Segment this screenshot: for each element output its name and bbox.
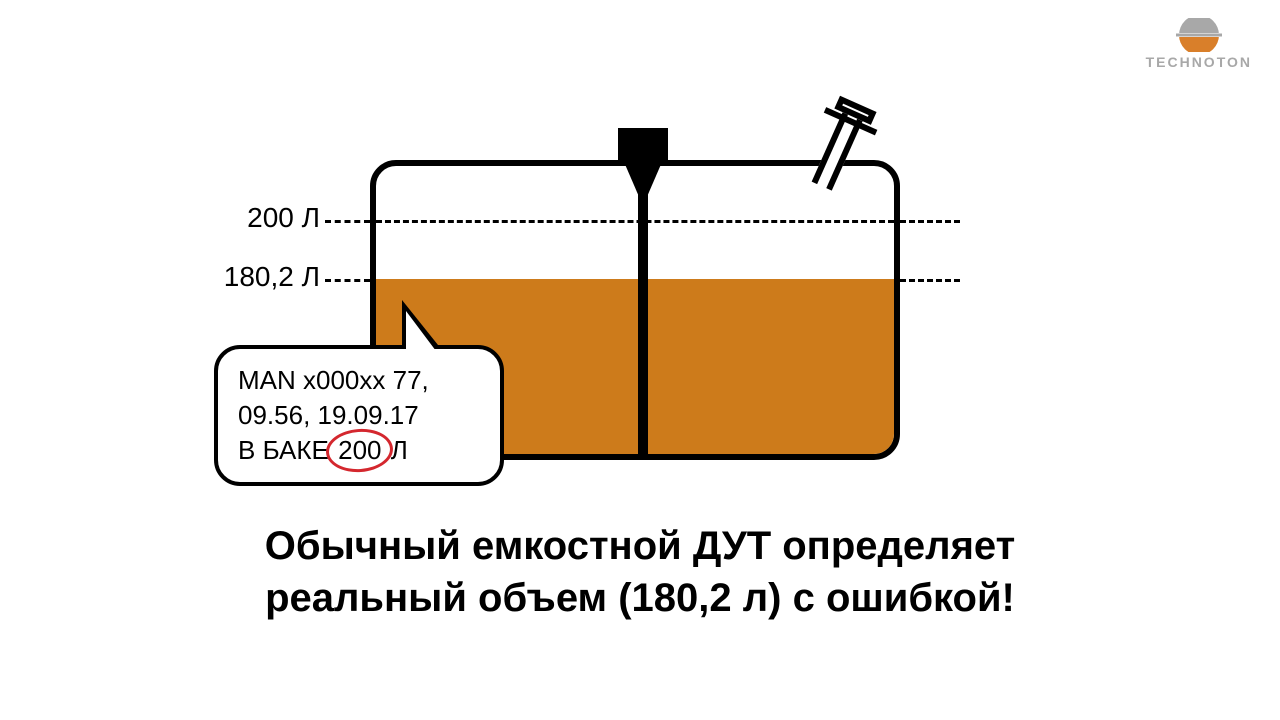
callout-circled-value: 200 (336, 433, 383, 468)
dash-line-actual-left (325, 279, 370, 282)
brand-mark-icon (1172, 18, 1226, 52)
brand-logo: TECHNOTON (1146, 18, 1252, 70)
caption-line-2: реальный объем (180,2 л) с ошибкой! (60, 572, 1220, 624)
callout-line3-suffix: Л (384, 435, 408, 465)
dash-line-actual-right (900, 279, 960, 282)
sensor-probe-icon (638, 162, 648, 458)
dash-line-full-left (325, 220, 370, 223)
callout-line-3: В БАКЕ 200 Л (238, 433, 480, 468)
sensor-cap-icon (618, 128, 668, 162)
level-label-actual: 180,2 Л (170, 261, 320, 293)
caption-line-1: Обычный емкостной ДУТ определяет (60, 520, 1220, 572)
callout-line-1: MAN x000xx 77, (238, 363, 480, 398)
callout-line-2: 09.56, 19.09.17 (238, 398, 480, 433)
dash-line-full-right (900, 220, 960, 223)
callout-pointer-fill (406, 311, 442, 359)
diagram-stage: TECHNOTON 200 Л 180,2 Л MAN x000xx 77, 0… (0, 0, 1280, 720)
reading-callout: MAN x000xx 77, 09.56, 19.09.17 В БАКЕ 20… (214, 345, 504, 486)
tank-dash-full (376, 220, 894, 223)
level-label-full: 200 Л (170, 202, 320, 234)
caption: Обычный емкостной ДУТ определяет реальны… (0, 520, 1280, 624)
callout-line3-prefix: В БАКЕ (238, 435, 336, 465)
brand-name: TECHNOTON (1146, 54, 1252, 70)
